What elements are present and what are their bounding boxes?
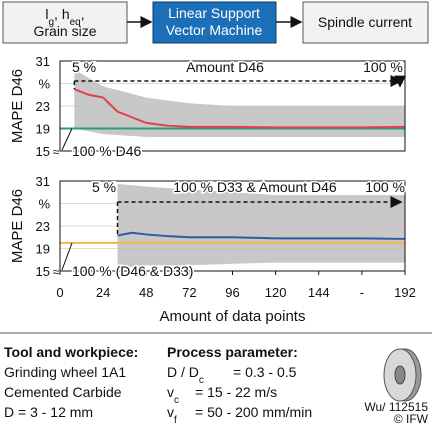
x-tick-label: 24 xyxy=(96,285,110,300)
y-tick-label: 23 xyxy=(36,219,50,234)
text-part: c xyxy=(174,395,179,406)
tool-title: Tool and workpiece: xyxy=(4,344,138,360)
data-line xyxy=(74,88,406,129)
input-label: Grain size xyxy=(33,23,96,39)
process-value: = 50 - 200 mm/min xyxy=(195,404,312,420)
model-label: Vector Machine xyxy=(166,22,263,38)
data-line xyxy=(117,231,406,240)
process-value: = 15 - 22 m/s xyxy=(195,384,277,400)
x-axis-label: Amount of data points xyxy=(160,308,306,325)
annotation: 100 % (D46 & D33) xyxy=(72,263,193,279)
annotation-leader xyxy=(61,128,73,151)
x-tick-label: 120 xyxy=(265,285,287,300)
y-axis-label: MAPE D46 xyxy=(9,189,26,263)
tool-line: Grinding wheel 1A1 xyxy=(4,364,126,380)
y-tick-label: 19 xyxy=(36,242,50,257)
model-label: Linear Support xyxy=(168,5,260,21)
process-value: = 0.3 - 0.5 xyxy=(233,364,297,380)
y-tick-label: % xyxy=(38,197,50,212)
axis-break: ≈ xyxy=(53,145,60,159)
model-box xyxy=(152,1,277,44)
x-tick-label: 192 xyxy=(394,285,416,300)
footer-copyright: © IFW xyxy=(394,412,429,425)
annotation: Amount D46 xyxy=(186,59,264,75)
tool-line: Cemented Carbide xyxy=(4,384,122,400)
text-part: v xyxy=(167,404,174,420)
text-part: c xyxy=(199,375,204,386)
text-part: g xyxy=(48,17,54,28)
annotation: 5 % xyxy=(72,59,96,75)
annotation-leader xyxy=(61,242,73,271)
text-part: , h xyxy=(54,6,70,22)
axis-break: ≈ xyxy=(53,265,60,279)
x-tick-label: 0 xyxy=(56,285,63,300)
x-tick-label: - xyxy=(360,285,364,300)
y-tick-label: 31 xyxy=(36,54,50,69)
text-part: l xyxy=(45,6,48,22)
annotation: 100 % D33 & Amount D46 xyxy=(173,179,337,195)
process-symbol: vc xyxy=(167,384,179,406)
process-symbol: D / Dc xyxy=(167,364,204,386)
y-tick-label: 23 xyxy=(36,99,50,114)
plot-frame xyxy=(59,60,406,152)
y-tick-label: % xyxy=(38,77,50,92)
spread-band xyxy=(74,69,405,137)
annotation: 100 % xyxy=(363,59,403,75)
output-label: Spindle current xyxy=(318,14,412,30)
text-part: f xyxy=(174,415,177,425)
wheel-icon xyxy=(383,348,422,402)
process-title: Process parameter: xyxy=(167,344,298,360)
x-tick-label: 96 xyxy=(225,285,239,300)
x-tick-label: 48 xyxy=(139,285,153,300)
y-tick-label: 15 xyxy=(36,144,50,159)
x-tick-label: 144 xyxy=(308,285,330,300)
annotation: 5 % xyxy=(92,179,116,195)
text-part: v xyxy=(167,384,174,400)
text-part: , xyxy=(81,6,85,22)
x-tick-label: 72 xyxy=(182,285,196,300)
text-part: eq xyxy=(70,17,81,28)
process-symbol: vf xyxy=(167,404,177,425)
text-part: D / D xyxy=(167,364,199,380)
y-tick-label: 15 xyxy=(36,264,50,279)
output-box xyxy=(302,1,429,44)
input-label: lg, heq, xyxy=(45,6,84,28)
annotation: 100 % D46 xyxy=(72,143,141,159)
y-tick-label: 31 xyxy=(36,174,50,189)
footer-code: Wu/ 112515 xyxy=(364,400,428,414)
y-axis-label: MAPE D46 xyxy=(9,69,26,143)
tool-line: D = 3 - 12 mm xyxy=(4,404,93,420)
plot-frame xyxy=(59,180,406,272)
annotation: 100 % xyxy=(365,179,405,195)
y-tick-label: 19 xyxy=(36,122,50,137)
input-box xyxy=(2,1,128,44)
